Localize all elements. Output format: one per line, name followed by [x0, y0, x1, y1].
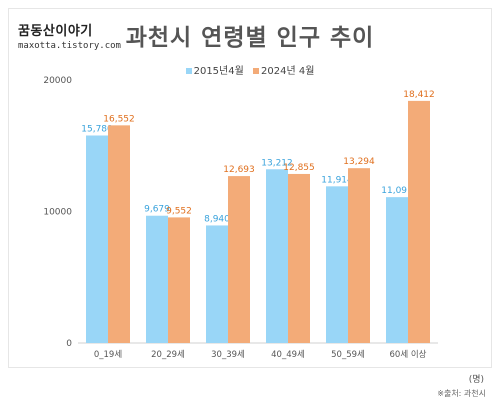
- source-note: ※출처: 과천시: [437, 389, 486, 398]
- brand: 꿈동산이야기 maxotta.tistory.com: [18, 20, 121, 51]
- data-label: 8,940: [204, 214, 230, 224]
- x-tick-label: 20_29세: [151, 350, 185, 360]
- bar-2024: [168, 217, 190, 343]
- x-tick-label: 60세 이상: [390, 349, 427, 360]
- legend: 2015년4월 2024년 4월: [0, 62, 500, 77]
- legend-swatch-2024: [253, 68, 259, 74]
- legend-item-2015: 2015년4월: [185, 62, 244, 77]
- bar-2015: [386, 197, 408, 343]
- data-label: 13,294: [343, 157, 375, 167]
- x-tick-label: 30_39세: [211, 350, 245, 360]
- chart-frame: [8, 8, 492, 368]
- bar-2015: [326, 186, 348, 343]
- x-tick-label: 40_49세: [271, 350, 305, 360]
- data-label: 9,552: [166, 206, 192, 216]
- bar-2024: [228, 176, 250, 343]
- unit-note: (명): [468, 375, 484, 385]
- data-label: 11,091: [381, 186, 413, 196]
- x-tick-label: 50_59세: [331, 350, 365, 360]
- brand-url: maxotta.tistory.com: [18, 41, 121, 51]
- y-tick-label: 10000: [43, 208, 72, 218]
- y-tick-label: 20000: [43, 76, 72, 86]
- bar-2015: [266, 169, 288, 343]
- legend-item-2024: 2024년 4월: [253, 62, 314, 77]
- data-label: 11,914: [321, 175, 353, 185]
- bar-2024: [408, 100, 430, 343]
- x-tick-label: 0_19세: [94, 350, 122, 360]
- chart-title: 과천시 연령별 인구 추이: [125, 25, 375, 51]
- data-label: 15,780: [81, 124, 113, 134]
- legend-swatch-2015: [185, 68, 192, 74]
- data-label: 9,679: [144, 205, 170, 215]
- bar-2015: [86, 135, 108, 343]
- legend-label-2024: 2024년 4월: [261, 66, 315, 77]
- bar-2024: [288, 173, 310, 343]
- data-label: 13,212: [261, 158, 293, 168]
- brand-name: 꿈동산이야기: [18, 24, 93, 39]
- data-label: 12,855: [283, 163, 315, 173]
- bar-2015: [146, 215, 168, 343]
- bar-2024: [348, 168, 370, 343]
- data-label: 12,693: [223, 165, 255, 175]
- y-tick-label: 0: [66, 339, 72, 349]
- legend-label-2015: 2015년4월: [193, 66, 244, 77]
- bar-2015: [206, 225, 228, 343]
- bar-2024: [108, 125, 130, 343]
- data-label: 18,412: [403, 90, 435, 100]
- data-label: 16,552: [103, 114, 135, 124]
